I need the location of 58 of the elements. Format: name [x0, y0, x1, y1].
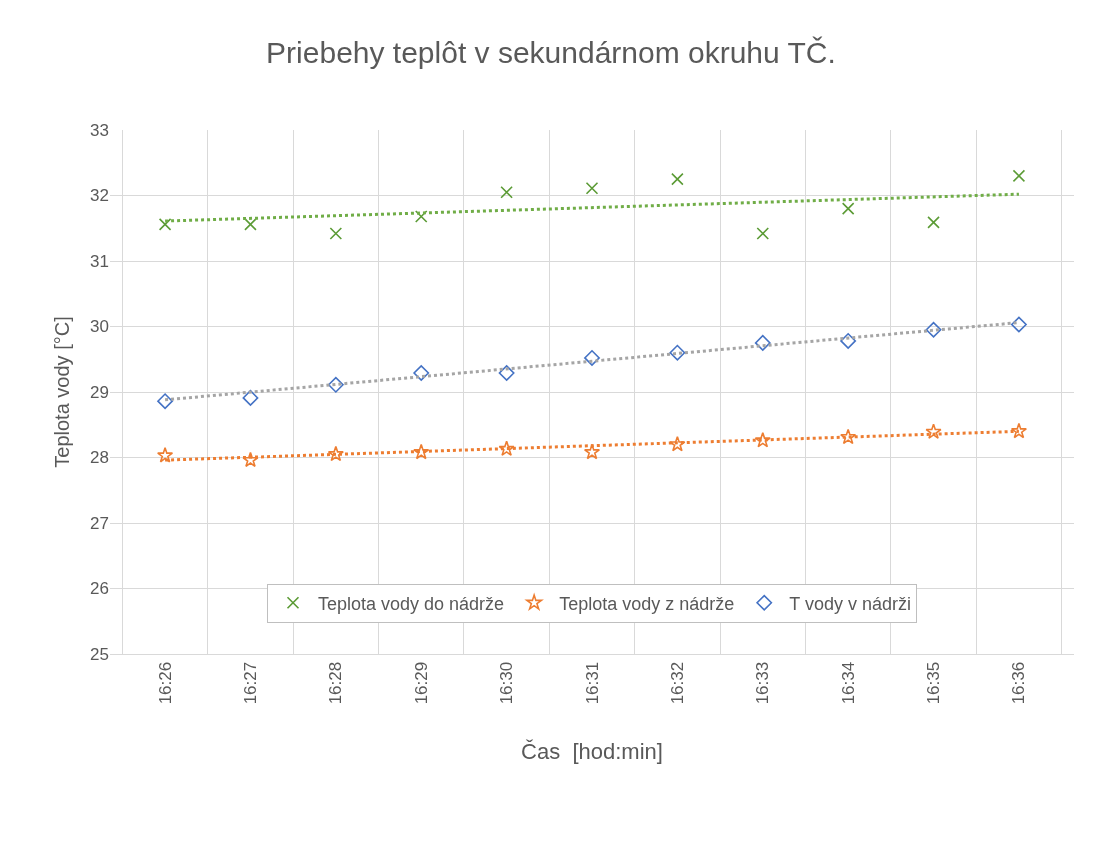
x-tick-label: 16:30	[497, 661, 517, 705]
y-tick-label: 29	[90, 382, 109, 402]
point	[841, 202, 855, 215]
x-tick-label: 16:36	[1009, 661, 1029, 705]
point	[671, 172, 684, 186]
legend-label: Teplota vody z nádrže	[559, 593, 735, 614]
y-axis-title: Teplota vody [°C]	[50, 316, 73, 468]
point	[840, 332, 857, 349]
point	[754, 334, 771, 351]
point	[244, 218, 257, 231]
point	[498, 365, 515, 381]
y-tick-label: 28	[90, 448, 109, 468]
point	[756, 227, 770, 240]
y-tick-label: 31	[90, 251, 109, 271]
point	[327, 445, 344, 462]
y-tick-label: 33	[90, 120, 109, 140]
chart-title: Priebehy teplôt v sekundárnom okruhu TČ.	[266, 36, 836, 70]
point	[669, 435, 686, 452]
y-tick-label: 27	[90, 513, 109, 533]
point	[242, 451, 259, 468]
legend-label: Teplota vody do nádrže	[318, 593, 505, 614]
point	[1010, 422, 1028, 439]
point	[242, 389, 259, 406]
point	[669, 344, 686, 361]
legend-label: T vody v nádrži	[789, 593, 911, 614]
y-tick-label: 32	[90, 186, 109, 206]
point	[754, 431, 771, 448]
point	[1010, 316, 1027, 333]
x-tick-label: 16:33	[753, 661, 773, 705]
point	[500, 185, 513, 199]
y-tick-label: 26	[90, 579, 109, 599]
point	[927, 216, 940, 229]
x-tick-label: 16:28	[326, 661, 346, 705]
point	[156, 447, 174, 463]
x-tick-label: 16:31	[582, 661, 602, 705]
point	[414, 210, 428, 223]
y-tick-label: 30	[90, 317, 109, 337]
point	[157, 393, 174, 410]
point	[329, 227, 343, 240]
point	[498, 440, 515, 457]
point	[925, 423, 942, 439]
point	[327, 376, 344, 393]
point	[584, 349, 600, 366]
point	[585, 182, 599, 195]
x-tick-label: 16:26	[155, 661, 175, 705]
point	[413, 365, 430, 381]
point	[925, 321, 942, 338]
y-tick-label: 25	[90, 644, 109, 664]
x-tick-label: 16:27	[240, 661, 260, 705]
point	[1012, 169, 1026, 183]
x-tick-label: 16:34	[838, 661, 858, 705]
x-tick-label: 16:32	[667, 661, 687, 705]
point	[158, 218, 172, 231]
point	[413, 443, 430, 460]
x-axis-title: Čas [hod:min]	[521, 739, 663, 765]
x-tick-label: 16:29	[411, 661, 431, 705]
point	[840, 428, 857, 445]
x-tick-label: 16:35	[924, 661, 944, 705]
